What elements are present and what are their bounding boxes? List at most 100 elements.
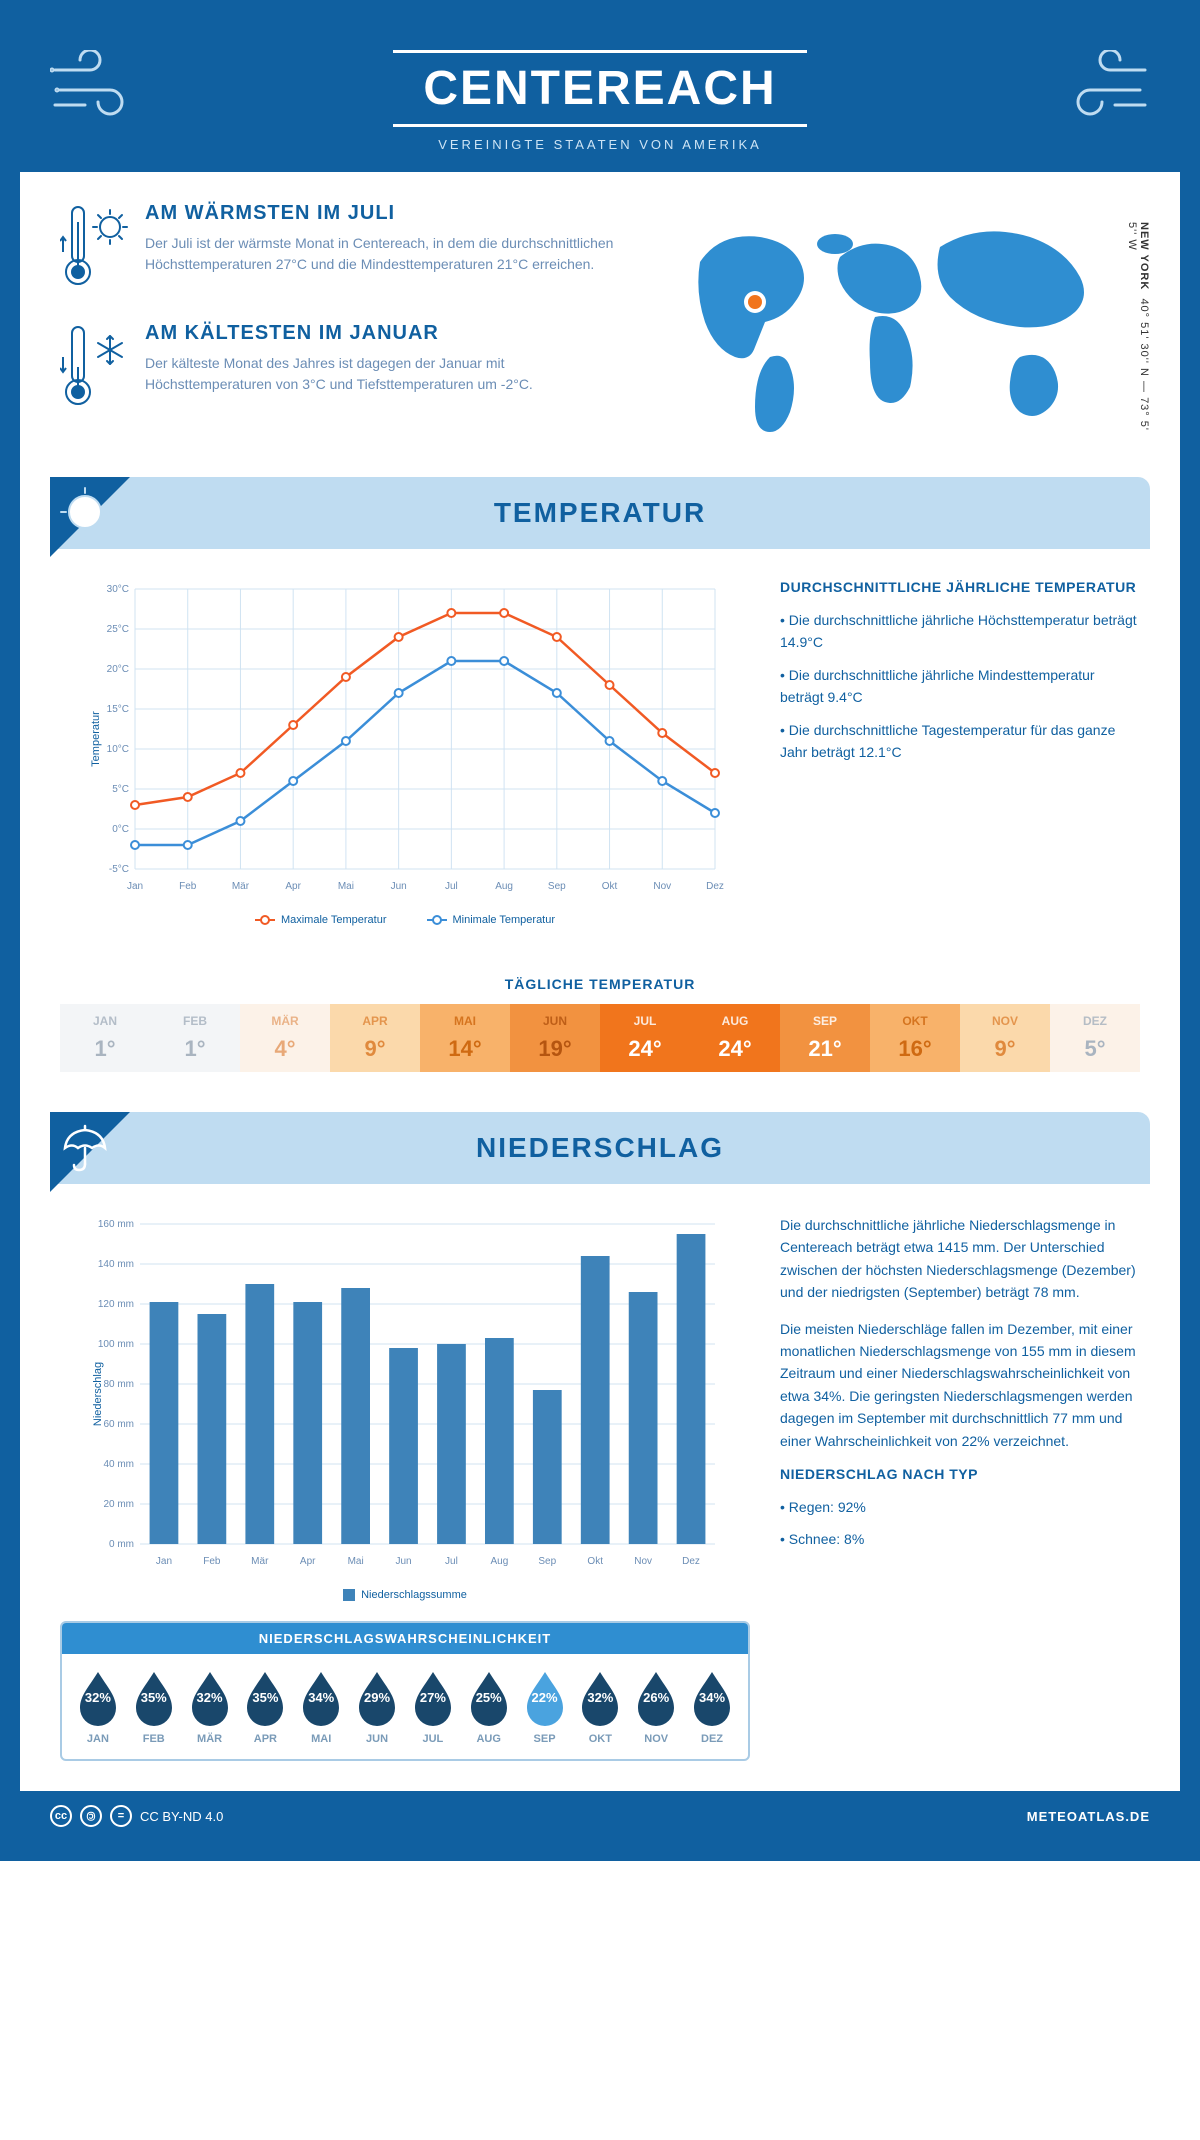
wind-icon xyxy=(1060,50,1150,120)
prob-drop: 25%AUG xyxy=(463,1668,515,1745)
daily-cell: APR9° xyxy=(330,1004,420,1072)
svg-text:160 mm: 160 mm xyxy=(98,1219,134,1230)
precip-summary: Die durchschnittliche jährliche Niedersc… xyxy=(780,1214,1140,1761)
coldest-text: Der kälteste Monat des Jahres ist dagege… xyxy=(145,353,630,395)
svg-text:100 mm: 100 mm xyxy=(98,1339,134,1350)
daily-cell: OKT16° xyxy=(870,1004,960,1072)
svg-text:Jan: Jan xyxy=(127,881,143,892)
thermometer-snow-icon xyxy=(60,322,130,417)
precip-probability-box: NIEDERSCHLAGSWAHRSCHEINLICHKEIT 32%JAN35… xyxy=(60,1621,750,1761)
warmest-title: AM WÄRMSTEN IM JULI xyxy=(145,202,630,225)
prob-drop: 34%DEZ xyxy=(686,1668,738,1745)
coldest-fact: AM KÄLTESTEN IM JANUAR Der kälteste Mona… xyxy=(60,322,630,417)
cc-icon: cc xyxy=(50,1805,72,1827)
daily-cell: SEP21° xyxy=(780,1004,870,1072)
svg-text:Nov: Nov xyxy=(653,881,671,892)
page-title: CENTEREACH xyxy=(393,50,806,127)
svg-text:140 mm: 140 mm xyxy=(98,1259,134,1270)
svg-text:30°C: 30°C xyxy=(107,584,129,595)
svg-text:10°C: 10°C xyxy=(107,744,129,755)
prob-drop: 27%JUL xyxy=(407,1668,459,1745)
precip-bar-chart: 0 mm 20 mm 40 mm 60 mm 80 mm 100 mm 120 mm 140 … xyxy=(60,1214,750,1574)
svg-text:Feb: Feb xyxy=(203,1556,221,1567)
warmest-fact: AM WÄRMSTEN IM JULI Der Juli ist der wär… xyxy=(60,202,630,297)
precip-bullet: • Regen: 92% xyxy=(780,1496,1140,1518)
by-icon: 🄯 xyxy=(80,1805,102,1827)
coordinates: NEW YORK 40° 51' 30'' N — 73° 5' 5'' W xyxy=(1126,222,1150,447)
prob-drop: 22%SEP xyxy=(519,1668,571,1745)
prob-drop: 32%JAN xyxy=(72,1668,124,1745)
svg-text:80 mm: 80 mm xyxy=(103,1379,134,1390)
svg-text:Aug: Aug xyxy=(490,1556,508,1567)
precip-section-header: NIEDERSCHLAG xyxy=(50,1112,1150,1184)
daily-temp-grid: JAN1°FEB1°MÄR4°APR9°MAI14°JUN19°JUL24°AU… xyxy=(60,1004,1140,1072)
footer: cc 🄯 = CC BY-ND 4.0 METEOATLAS.DE xyxy=(20,1791,1180,1841)
svg-text:Nov: Nov xyxy=(634,1556,652,1567)
prob-drop: 34%MAI xyxy=(295,1668,347,1745)
svg-text:60 mm: 60 mm xyxy=(103,1419,134,1430)
umbrella-icon xyxy=(58,1120,113,1175)
svg-text:25°C: 25°C xyxy=(107,624,129,635)
daily-cell: DEZ5° xyxy=(1050,1004,1140,1072)
intro-section: AM WÄRMSTEN IM JULI Der Juli ist der wär… xyxy=(20,172,1180,477)
temp-bullet: • Die durchschnittliche Tagestemperatur … xyxy=(780,719,1140,764)
svg-text:20 mm: 20 mm xyxy=(103,1499,134,1510)
svg-text:5°C: 5°C xyxy=(112,784,129,795)
svg-text:Mai: Mai xyxy=(338,881,354,892)
svg-text:0 mm: 0 mm xyxy=(109,1539,134,1550)
temp-bullet: • Die durchschnittliche jährliche Höchst… xyxy=(780,609,1140,654)
temperature-summary: DURCHSCHNITTLICHE JÄHRLICHE TEMPERATUR •… xyxy=(780,579,1140,926)
svg-text:Dez: Dez xyxy=(706,881,724,892)
precip-legend: Niederschlagssumme xyxy=(60,1589,750,1601)
svg-text:Dez: Dez xyxy=(682,1556,700,1567)
daily-cell: MÄR4° xyxy=(240,1004,330,1072)
warmest-text: Der Juli ist der wärmste Monat in Center… xyxy=(145,233,630,275)
svg-text:Jun: Jun xyxy=(391,881,407,892)
daily-temp-title: TÄGLICHE TEMPERATUR xyxy=(20,976,1180,992)
daily-cell: JAN1° xyxy=(60,1004,150,1072)
svg-text:Mär: Mär xyxy=(251,1556,269,1567)
svg-text:15°C: 15°C xyxy=(107,704,129,715)
daily-cell: JUL24° xyxy=(600,1004,690,1072)
svg-text:Jan: Jan xyxy=(156,1556,172,1567)
daily-cell: NOV9° xyxy=(960,1004,1050,1072)
svg-text:Okt: Okt xyxy=(602,881,618,892)
nd-icon: = xyxy=(110,1805,132,1827)
svg-text:Sep: Sep xyxy=(538,1556,556,1567)
daily-cell: MAI14° xyxy=(420,1004,510,1072)
svg-text:-5°C: -5°C xyxy=(109,864,129,875)
thermometer-sun-icon xyxy=(60,202,130,297)
temp-bullet: • Die durchschnittliche jährliche Mindes… xyxy=(780,664,1140,709)
temperature-legend: Maximale Temperatur Minimale Temperatur xyxy=(60,914,750,926)
prob-drop: 32%MÄR xyxy=(184,1668,236,1745)
prob-drop: 32%OKT xyxy=(574,1668,626,1745)
svg-text:Aug: Aug xyxy=(495,881,513,892)
svg-text:Apr: Apr xyxy=(300,1556,316,1567)
wind-icon xyxy=(50,50,140,120)
header: CENTEREACH VEREINIGTE STAATEN VON AMERIK… xyxy=(20,20,1180,172)
prob-drop: 35%FEB xyxy=(128,1668,180,1745)
svg-text:20°C: 20°C xyxy=(107,664,129,675)
svg-text:Jul: Jul xyxy=(445,881,458,892)
svg-text:Mär: Mär xyxy=(232,881,250,892)
license: cc 🄯 = CC BY-ND 4.0 xyxy=(50,1805,223,1827)
svg-text:Mai: Mai xyxy=(348,1556,364,1567)
svg-text:120 mm: 120 mm xyxy=(98,1299,134,1310)
temperature-section-header: TEMPERATUR xyxy=(50,477,1150,549)
svg-text:Temperatur: Temperatur xyxy=(90,711,102,767)
page-subtitle: VEREINIGTE STAATEN VON AMERIKA xyxy=(40,137,1160,152)
svg-text:Okt: Okt xyxy=(587,1556,603,1567)
temperature-line-chart: -5°C 0°C 5°C 10°C 15°C 20°C 25°C 30°C Jan Feb Mär A… xyxy=(60,579,750,926)
site-name: METEOATLAS.DE xyxy=(1027,1809,1150,1824)
svg-text:Feb: Feb xyxy=(179,881,197,892)
svg-text:40 mm: 40 mm xyxy=(103,1459,134,1470)
svg-text:0°C: 0°C xyxy=(112,824,129,835)
infographic-page: CENTEREACH VEREINIGTE STAATEN VON AMERIK… xyxy=(0,0,1200,1861)
prob-drop: 26%NOV xyxy=(630,1668,682,1745)
svg-text:Jul: Jul xyxy=(445,1556,458,1567)
prob-drop: 29%JUN xyxy=(351,1668,403,1745)
daily-cell: FEB1° xyxy=(150,1004,240,1072)
daily-cell: AUG24° xyxy=(690,1004,780,1072)
daily-cell: JUN19° xyxy=(510,1004,600,1072)
svg-text:Apr: Apr xyxy=(285,881,301,892)
